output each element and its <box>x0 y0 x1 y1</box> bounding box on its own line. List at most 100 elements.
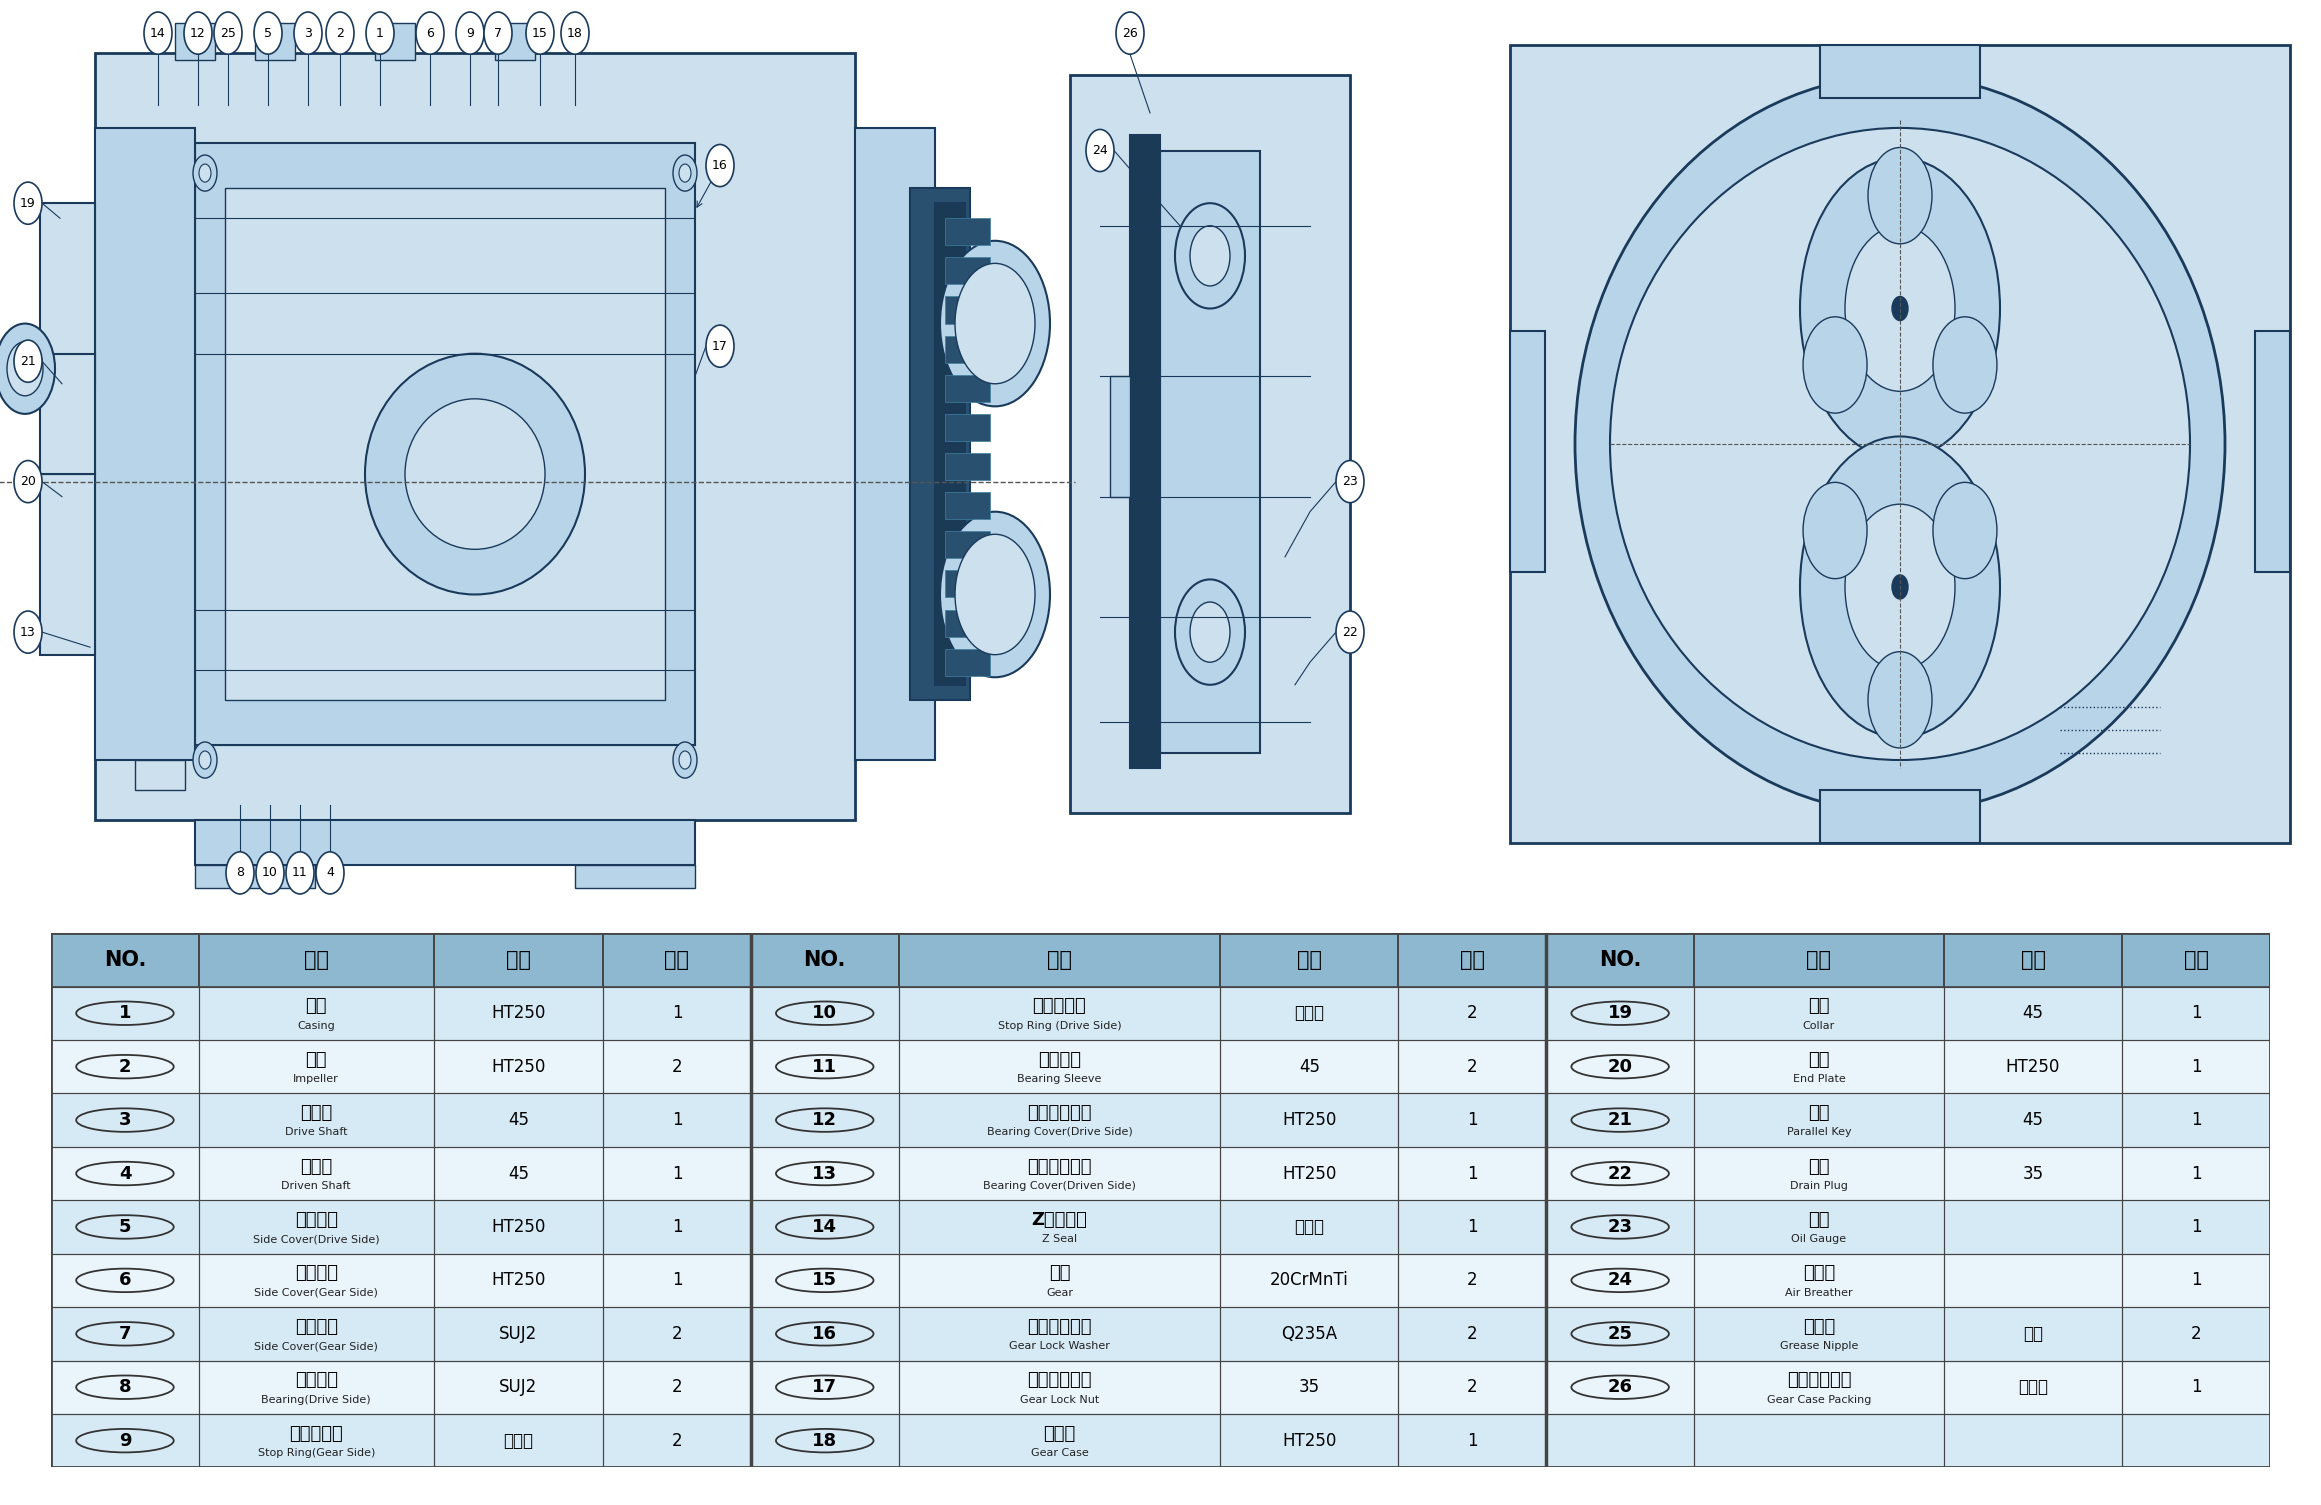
Text: HT250: HT250 <box>1281 1165 1337 1183</box>
Text: 23: 23 <box>1608 1218 1632 1236</box>
Bar <box>51 933 2270 987</box>
Text: 1: 1 <box>1467 1431 1478 1449</box>
Text: 23: 23 <box>1342 476 1358 488</box>
Bar <box>2121 1254 2270 1306</box>
Bar <box>2121 1306 2270 1361</box>
Text: 驱端侧板: 驱端侧板 <box>295 1212 337 1230</box>
Circle shape <box>14 340 42 382</box>
Bar <box>1945 1201 2121 1254</box>
Bar <box>1694 933 1945 987</box>
Circle shape <box>253 12 281 54</box>
Text: 9: 9 <box>118 1431 132 1449</box>
Text: 1: 1 <box>2191 1165 2200 1183</box>
Circle shape <box>200 751 211 769</box>
Circle shape <box>200 164 211 182</box>
Text: Gear Case Packing: Gear Case Packing <box>1766 1395 1871 1404</box>
Text: 1: 1 <box>2191 1058 2200 1076</box>
Bar <box>603 987 752 1040</box>
Text: HT250: HT250 <box>1281 1431 1337 1449</box>
Bar <box>51 1415 200 1467</box>
Text: Gear: Gear <box>1047 1288 1072 1297</box>
Bar <box>51 1254 200 1306</box>
Circle shape <box>367 12 395 54</box>
Text: 2: 2 <box>671 1431 682 1449</box>
Bar <box>2121 1093 2270 1147</box>
Text: 端盖: 端盖 <box>1808 1050 1829 1069</box>
Bar <box>1945 987 2121 1040</box>
Circle shape <box>214 12 241 54</box>
Bar <box>1160 150 1260 752</box>
Text: 1: 1 <box>671 1272 682 1290</box>
Bar <box>752 1306 898 1361</box>
Bar <box>1511 45 2291 843</box>
Bar <box>603 1147 752 1201</box>
Text: 机壳: 机壳 <box>306 998 327 1016</box>
Circle shape <box>954 534 1035 655</box>
Bar <box>1400 1147 1546 1201</box>
Bar <box>1400 1254 1546 1306</box>
Text: Bearing Cover(Driven Side): Bearing Cover(Driven Side) <box>984 1181 1135 1190</box>
Bar <box>434 1201 603 1254</box>
Bar <box>51 1415 2270 1467</box>
Bar <box>603 1254 752 1306</box>
Text: NO.: NO. <box>1599 950 1641 969</box>
Bar <box>434 987 603 1040</box>
Circle shape <box>706 325 733 367</box>
Bar <box>1511 331 1546 572</box>
Text: 17: 17 <box>713 340 729 352</box>
Bar <box>1221 1306 1400 1361</box>
Text: 2: 2 <box>1467 1324 1478 1342</box>
Bar <box>1400 1415 1546 1467</box>
Text: 齿轮: 齿轮 <box>1049 1264 1070 1282</box>
Bar <box>434 1361 603 1415</box>
Bar <box>1546 987 1694 1040</box>
Bar <box>39 474 95 655</box>
Bar <box>898 1093 1221 1147</box>
Text: 1: 1 <box>2191 1111 2200 1129</box>
Text: 8: 8 <box>118 1379 132 1397</box>
Text: 11: 11 <box>812 1058 838 1076</box>
Text: Z Seal: Z Seal <box>1042 1234 1077 1245</box>
Text: 材质: 材质 <box>2022 950 2045 969</box>
Text: 18: 18 <box>812 1431 838 1449</box>
Text: 2: 2 <box>1467 1272 1478 1290</box>
Bar <box>1130 135 1160 768</box>
Text: 主动轴承: 主动轴承 <box>295 1371 337 1389</box>
Text: Drain Plug: Drain Plug <box>1789 1181 1848 1190</box>
Text: 45: 45 <box>2022 1004 2042 1022</box>
Text: 26: 26 <box>1608 1379 1632 1397</box>
Text: 8: 8 <box>237 867 244 879</box>
Bar <box>1221 1147 1400 1201</box>
Circle shape <box>0 324 56 414</box>
Text: 20: 20 <box>21 476 35 488</box>
Bar <box>945 492 991 519</box>
Text: 驱端密封圈: 驱端密封圈 <box>1033 998 1086 1016</box>
Text: 名称: 名称 <box>1806 950 1831 969</box>
Circle shape <box>325 12 355 54</box>
Bar <box>200 933 434 987</box>
Bar <box>1070 75 1351 813</box>
Bar <box>1546 1201 1694 1254</box>
Text: SUJ2: SUJ2 <box>499 1379 538 1397</box>
Text: 黄油杯: 黄油杯 <box>1803 1318 1836 1336</box>
Bar <box>195 865 316 888</box>
Bar <box>945 453 991 480</box>
Text: 齿端密封圈: 齿端密封圈 <box>290 1425 344 1443</box>
Bar <box>51 1093 2270 1147</box>
Bar <box>1945 1415 2121 1467</box>
Text: 名称: 名称 <box>304 950 330 969</box>
Text: 数量: 数量 <box>664 950 689 969</box>
Text: 45: 45 <box>1300 1058 1321 1076</box>
Bar <box>1109 376 1130 497</box>
Text: 17: 17 <box>812 1379 838 1397</box>
Bar <box>51 1201 200 1254</box>
Text: 2: 2 <box>1467 1004 1478 1022</box>
Text: 排气体: 排气体 <box>1803 1264 1836 1282</box>
Text: 35: 35 <box>2022 1165 2042 1183</box>
Text: 叶轮: 叶轮 <box>306 1050 327 1069</box>
Text: SUJ2: SUJ2 <box>499 1324 538 1342</box>
Ellipse shape <box>1576 75 2226 813</box>
Bar <box>1694 1254 1945 1306</box>
Bar <box>1820 790 1980 843</box>
Bar <box>200 987 434 1040</box>
